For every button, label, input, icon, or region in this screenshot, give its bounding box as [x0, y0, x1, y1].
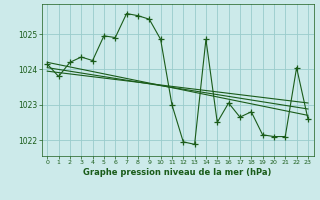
X-axis label: Graphe pression niveau de la mer (hPa): Graphe pression niveau de la mer (hPa) [84, 168, 272, 177]
